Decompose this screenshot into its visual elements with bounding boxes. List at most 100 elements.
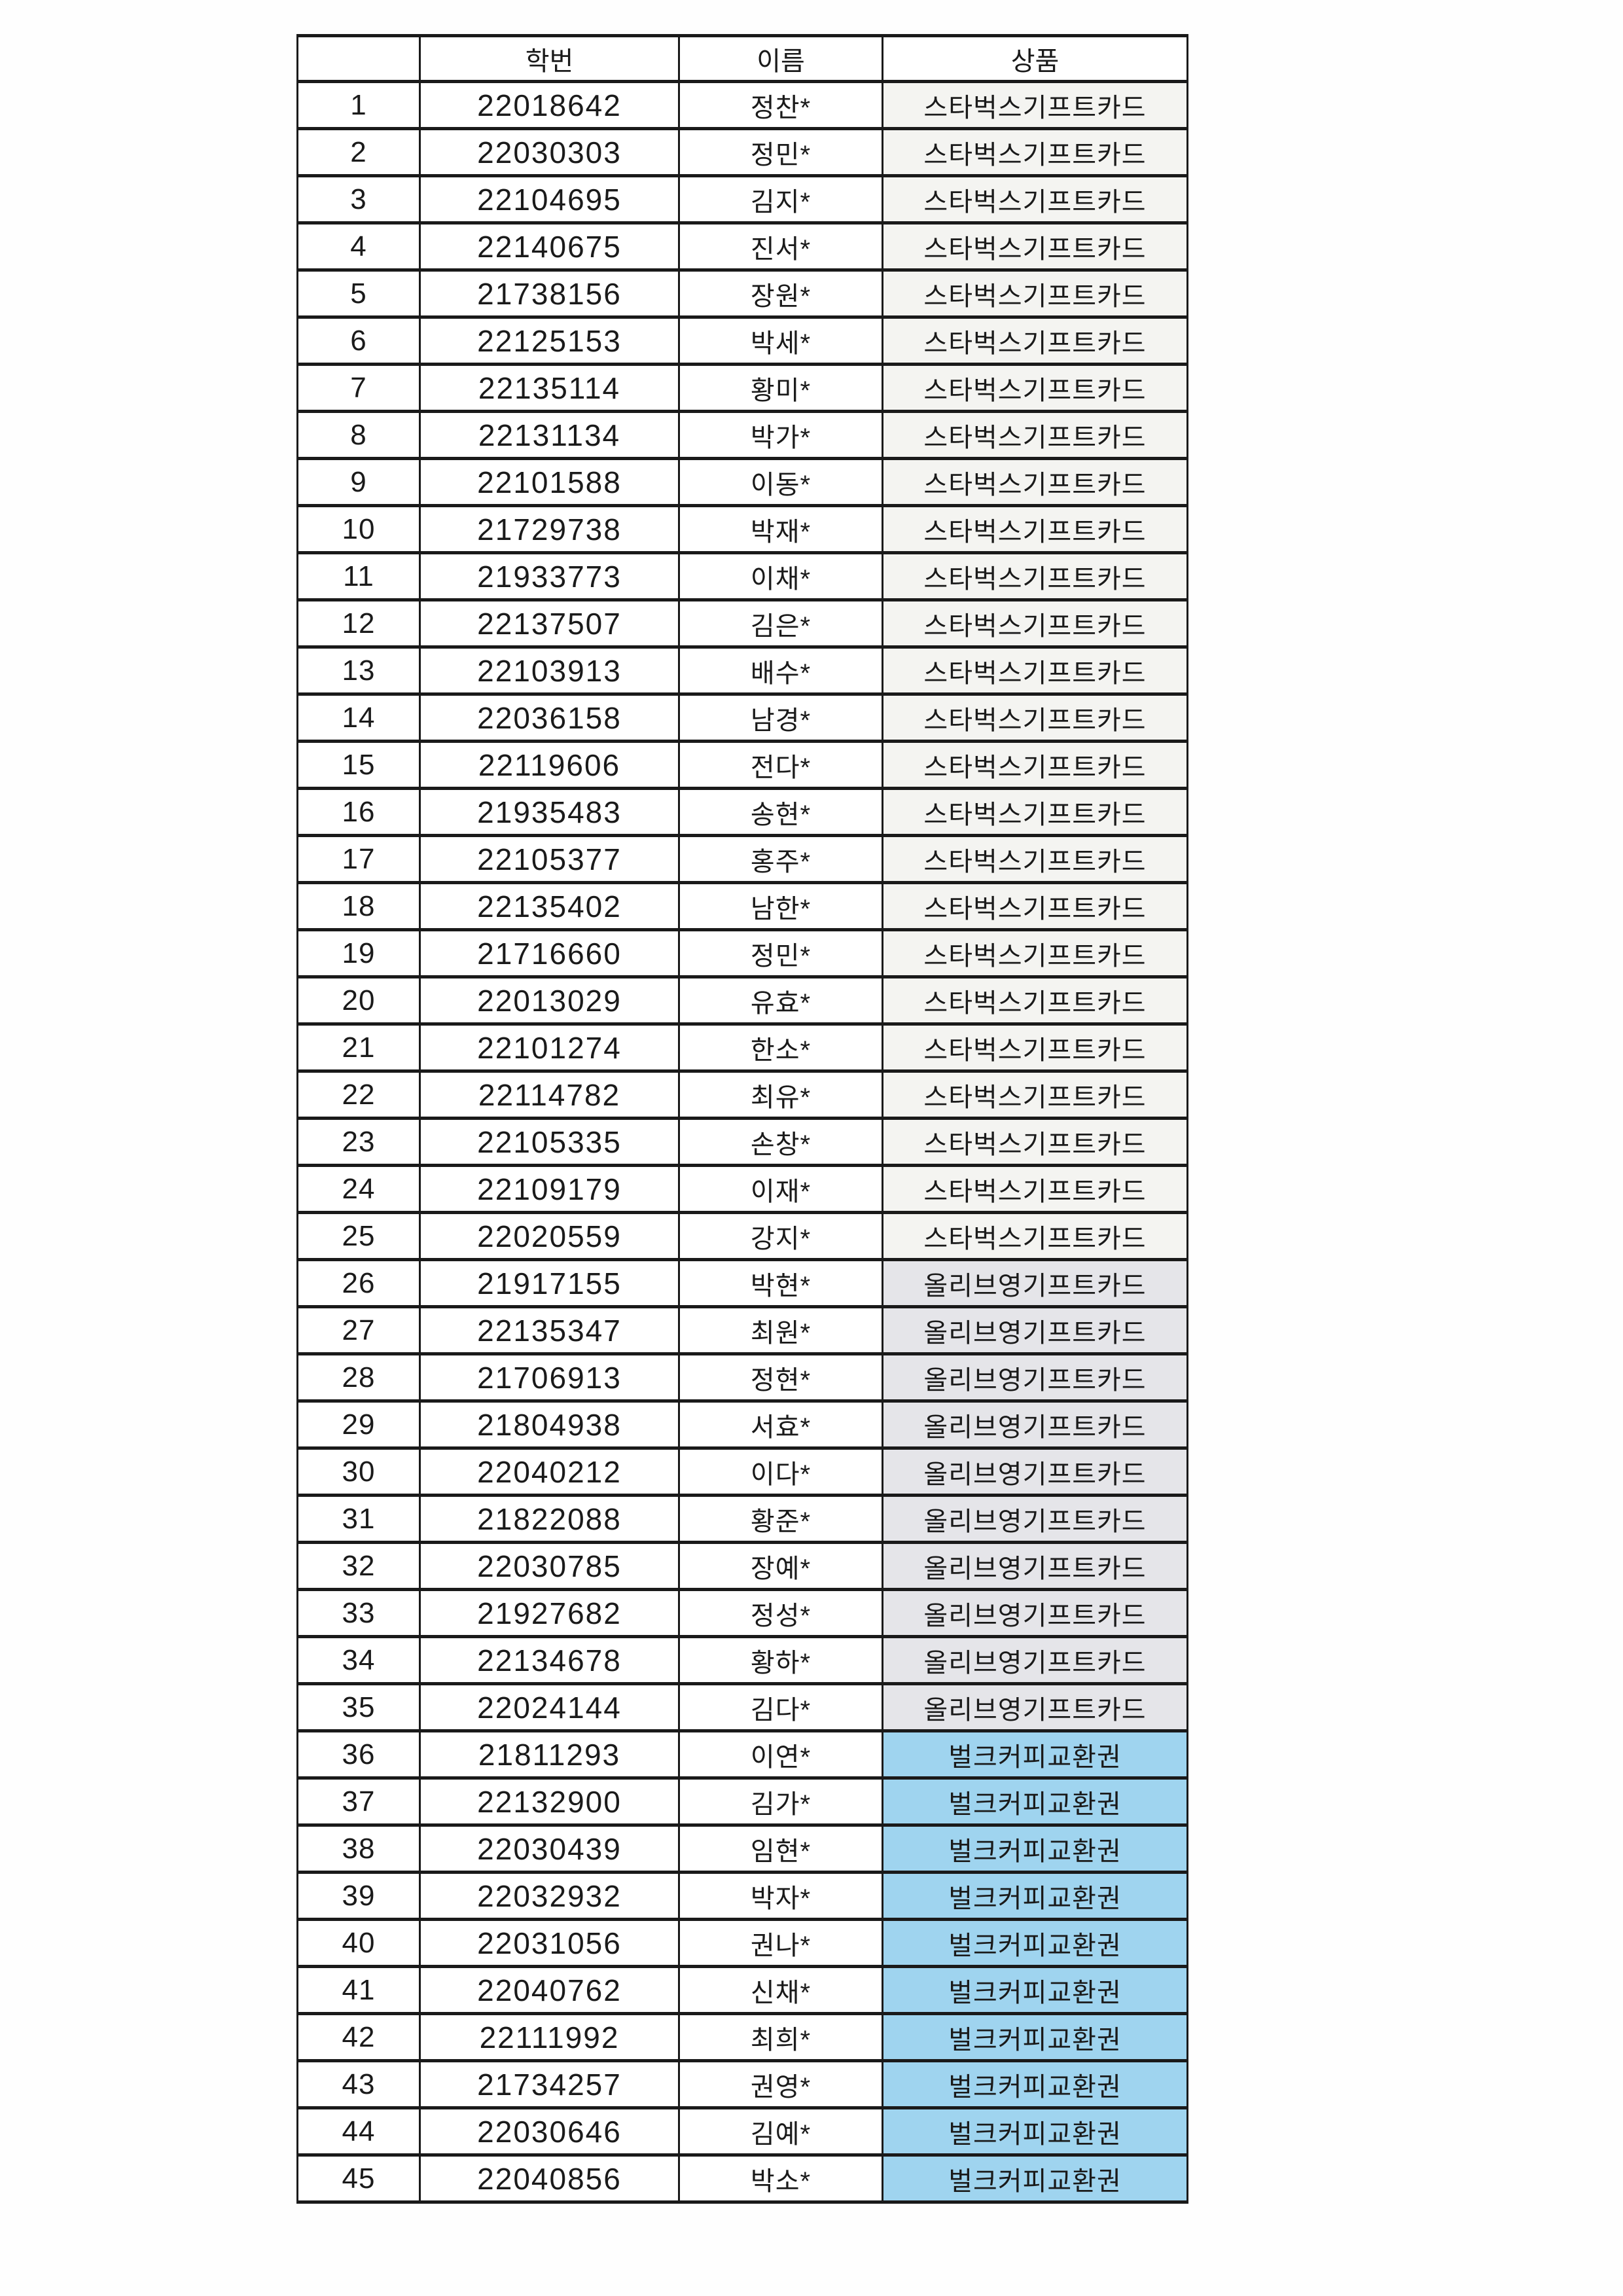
student-id-cell: 22131134 [419, 410, 680, 460]
row-number-cell: 32 [296, 1541, 421, 1591]
table-row: 19 21716660 정민* 스타벅스기프트카드 [296, 928, 1188, 978]
student-id-cell: 22031056 [419, 1918, 680, 1968]
student-id-cell: 21804938 [419, 1399, 680, 1450]
student-id-cell: 22105335 [419, 1117, 680, 1167]
student-id-cell: 21917155 [419, 1258, 680, 1308]
table-row: 38 22030439 임현* 벌크커피교환권 [296, 1823, 1188, 1874]
name-cell: 정민* [678, 928, 883, 978]
table-row: 14 22036158 남경* 스타벅스기프트카드 [296, 692, 1188, 743]
table-row: 13 22103913 배수* 스타벅스기프트카드 [296, 645, 1188, 696]
student-id-cell: 22111992 [419, 2012, 680, 2062]
name-cell: 김가* [678, 1776, 883, 1827]
student-id-cell: 22119606 [419, 740, 680, 790]
student-id-cell: 22101274 [419, 1022, 680, 1073]
name-cell: 최유* [678, 1069, 883, 1120]
name-cell: 권영* [678, 2059, 883, 2109]
prize-cell: 벌크커피교환권 [882, 1729, 1188, 1780]
table-row: 20 22013029 유효* 스타벅스기프트카드 [296, 975, 1188, 1026]
student-id-cell: 22125153 [419, 315, 680, 366]
student-id-cell: 22135402 [419, 881, 680, 931]
row-number-cell: 22 [296, 1069, 421, 1120]
header-student-id-cell: 학번 [419, 34, 680, 83]
table-row: 29 21804938 서효* 올리브영기프트카드 [296, 1399, 1188, 1450]
prize-cell: 스타벅스기프트카드 [882, 1164, 1188, 1214]
prize-cell: 스타벅스기프트카드 [882, 692, 1188, 743]
name-cell: 이채* [678, 551, 883, 601]
prize-cell: 스타벅스기프트카드 [882, 174, 1188, 224]
row-number-cell: 21 [296, 1022, 421, 1073]
table-row: 23 22105335 손창* 스타벅스기프트카드 [296, 1117, 1188, 1167]
prize-cell: 스타벅스기프트카드 [882, 410, 1188, 460]
row-number-cell: 25 [296, 1211, 421, 1261]
table-row: 40 22031056 권나* 벌크커피교환권 [296, 1918, 1188, 1968]
row-number-cell: 37 [296, 1776, 421, 1827]
name-cell: 남경* [678, 692, 883, 743]
name-cell: 유효* [678, 975, 883, 1026]
table-row: 21 22101274 한소* 스타벅스기프트카드 [296, 1022, 1188, 1073]
row-number-cell: 13 [296, 645, 421, 696]
student-id-cell: 22135347 [419, 1305, 680, 1355]
name-cell: 박재* [678, 504, 883, 554]
student-id-cell: 21734257 [419, 2059, 680, 2109]
table-row: 7 22135114 황미* 스타벅스기프트카드 [296, 363, 1188, 413]
header-rownum-cell [296, 34, 421, 83]
row-number-cell: 19 [296, 928, 421, 978]
prize-cell: 스타벅스기프트카드 [882, 1117, 1188, 1167]
row-number-cell: 18 [296, 881, 421, 931]
row-number-cell: 17 [296, 834, 421, 884]
prize-cell: 올리브영기프트카드 [882, 1446, 1188, 1497]
student-id-cell: 22101588 [419, 457, 680, 507]
student-id-cell: 22032932 [419, 1871, 680, 1921]
prize-cell: 올리브영기프트카드 [882, 1399, 1188, 1450]
row-number-cell: 38 [296, 1823, 421, 1874]
table-row: 17 22105377 홍주* 스타벅스기프트카드 [296, 834, 1188, 884]
prize-cell: 올리브영기프트카드 [882, 1352, 1188, 1403]
table-row: 25 22020559 강지* 스타벅스기프트카드 [296, 1211, 1188, 1261]
table-row: 31 21822088 황준* 올리브영기프트카드 [296, 1494, 1188, 1544]
name-cell: 이다* [678, 1446, 883, 1497]
prize-cell: 스타벅스기프트카드 [882, 1022, 1188, 1073]
student-id-cell: 21716660 [419, 928, 680, 978]
table-row: 44 22030646 김예* 벌크커피교환권 [296, 2106, 1188, 2157]
table-row: 39 22032932 박자* 벌크커피교환권 [296, 1871, 1188, 1921]
table-header: 학번 이름 상품 [296, 34, 1188, 83]
student-id-cell: 22114782 [419, 1069, 680, 1120]
prize-cell: 올리브영기프트카드 [882, 1258, 1188, 1308]
table-row: 24 22109179 이재* 스타벅스기프트카드 [296, 1164, 1188, 1214]
row-number-cell: 8 [296, 410, 421, 460]
student-id-cell: 22134678 [419, 1635, 680, 1685]
row-number-cell: 35 [296, 1682, 421, 1732]
row-number-cell: 33 [296, 1588, 421, 1638]
name-cell: 박세* [678, 315, 883, 366]
student-id-cell: 22030646 [419, 2106, 680, 2157]
header-name-cell: 이름 [678, 34, 883, 83]
student-id-cell: 22040762 [419, 1965, 680, 2015]
name-cell: 최원* [678, 1305, 883, 1355]
prize-cell: 올리브영기프트카드 [882, 1682, 1188, 1732]
table-row: 8 22131134 박가* 스타벅스기프트카드 [296, 410, 1188, 460]
prize-cell: 스타벅스기프트카드 [882, 787, 1188, 837]
table-row: 15 22119606 전다* 스타벅스기프트카드 [296, 740, 1188, 790]
student-id-cell: 22024144 [419, 1682, 680, 1732]
row-number-cell: 40 [296, 1918, 421, 1968]
table-row: 2 22030303 정민* 스타벅스기프트카드 [296, 127, 1188, 177]
name-cell: 박현* [678, 1258, 883, 1308]
name-cell: 홍주* [678, 834, 883, 884]
row-number-cell: 11 [296, 551, 421, 601]
name-cell: 박자* [678, 1871, 883, 1921]
row-number-cell: 3 [296, 174, 421, 224]
table-row: 4 22140675 진서* 스타벅스기프트카드 [296, 221, 1188, 272]
name-cell: 김은* [678, 598, 883, 649]
student-id-cell: 21927682 [419, 1588, 680, 1638]
row-number-cell: 10 [296, 504, 421, 554]
student-id-cell: 22018642 [419, 80, 680, 130]
table-row: 42 22111992 최희* 벌크커피교환권 [296, 2012, 1188, 2062]
student-id-cell: 22109179 [419, 1164, 680, 1214]
student-id-cell: 21935483 [419, 787, 680, 837]
name-cell: 최희* [678, 2012, 883, 2062]
row-number-cell: 4 [296, 221, 421, 272]
table-row: 9 22101588 이동* 스타벅스기프트카드 [296, 457, 1188, 507]
name-cell: 강지* [678, 1211, 883, 1261]
row-number-cell: 41 [296, 1965, 421, 2015]
name-cell: 권나* [678, 1918, 883, 1968]
